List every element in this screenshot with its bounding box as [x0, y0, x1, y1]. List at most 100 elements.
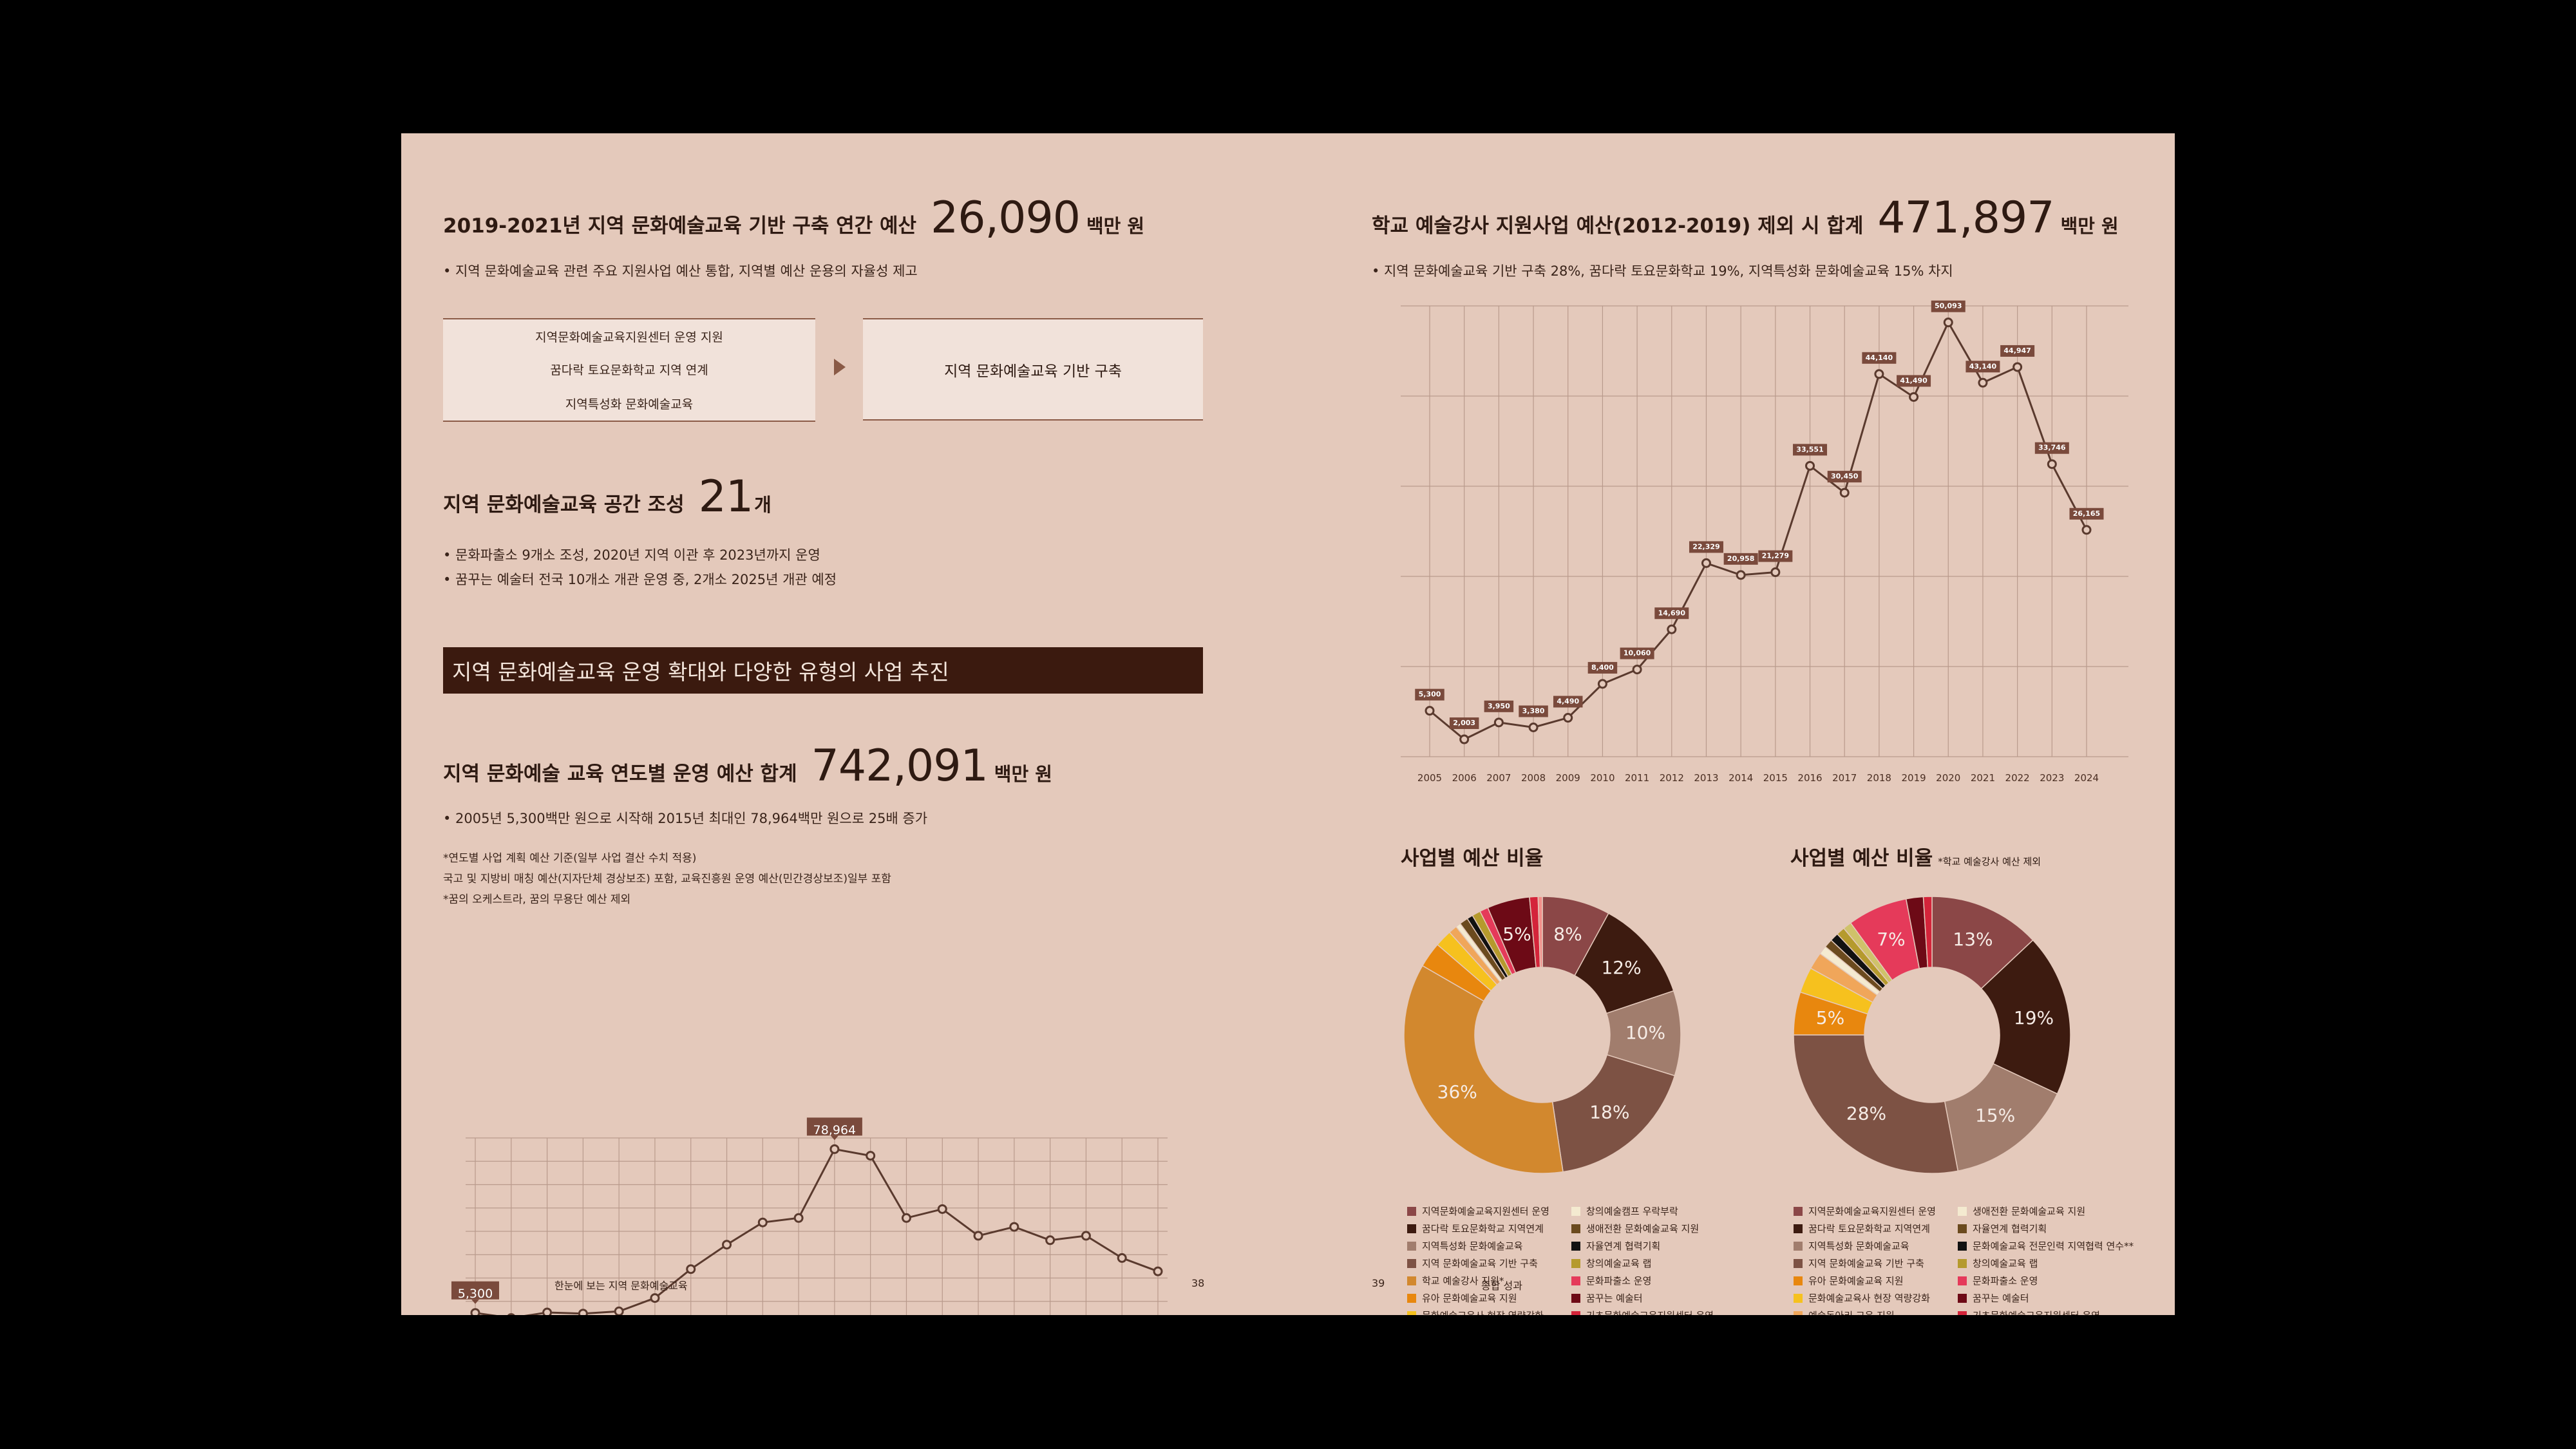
- value-label-box: [1827, 471, 1862, 483]
- legend-label: 문화예술교육사 현장 역량강화: [1422, 1309, 1544, 1315]
- legend-label: 자율연계 협력기획: [1586, 1240, 1661, 1252]
- note-2: 국고 및 지방비 매칭 예산(지자단체 경상보조) 포함, 교육진흥원 운영 예…: [443, 873, 891, 886]
- legend-item: 문화예술교육 전문인력 지역협력 연수**: [1958, 1237, 2134, 1255]
- legend-label: 문화예술교육사 현장 역량강화: [1808, 1293, 1930, 1304]
- data-point: [1943, 317, 1953, 328]
- x-tick-label: 2010: [1590, 772, 1615, 784]
- legend-label: 자율연계 협력기획: [1973, 1223, 2047, 1235]
- value-label: 33,746: [2038, 444, 2066, 452]
- value-label: 30,450: [1831, 472, 1859, 480]
- pie-slice-label: 5%: [1816, 1007, 1844, 1028]
- legend-column: 지역문화예술교육지원센터 운영 꿈다락 토요문화학교 지역연계 지역특성화 문화예술…: [1407, 1202, 1549, 1315]
- value-label: 14,690: [1658, 609, 1686, 617]
- legend-swatch: [1407, 1293, 1416, 1303]
- legend-swatch: [1571, 1258, 1580, 1268]
- legend-swatch: [1958, 1206, 1967, 1216]
- data-point: [937, 1204, 947, 1214]
- data-point: [2081, 525, 2092, 535]
- value-label-box: [1931, 300, 1965, 312]
- legend-swatch: [1958, 1224, 1967, 1233]
- footer-title: 한눈에 보는 지역 문화예술교육: [554, 1280, 688, 1292]
- pie-slice-label: 10%: [1625, 1022, 1665, 1043]
- value-label: 20,958: [1727, 554, 1754, 563]
- legend-column: 창의예술캠프 우락부락 생애전환 문화예술교육 지원 자율연계 협력기획 창의예술교육…: [1571, 1202, 1744, 1315]
- value-label-box: [1484, 700, 1514, 712]
- value-label: 43,140: [1969, 362, 1997, 370]
- data-point: [1081, 1231, 1091, 1241]
- legend-item: 지역특성화 문화예술교육: [1794, 1237, 1936, 1255]
- legend-swatch: [1958, 1293, 1967, 1303]
- left-page: 2019-2021년 지역 문화예술교육 기반 구축 연간 예산 26,090 …: [401, 133, 1291, 1315]
- legend-item: 기초문화예술교육지원센터 운영: [1958, 1307, 2134, 1315]
- value-label-box: [1862, 352, 1897, 364]
- value-label: 22,329: [1692, 542, 1719, 551]
- total-bullet: • 2005년 5,300백만 원으로 시작해 2015년 최대인 78,964…: [443, 811, 928, 826]
- note-3: *꿈의 오케스트라, 꿈의 무용단 예산 제외: [443, 893, 631, 906]
- data-point: [1493, 717, 1504, 728]
- data-point: [2012, 362, 2023, 372]
- data-point: [2047, 459, 2057, 469]
- legend-label: 창의예술캠프 우락부락: [1586, 1206, 1678, 1217]
- data-point: [901, 1213, 911, 1223]
- pie-slice-label: 7%: [1877, 929, 1905, 950]
- flow-item-2: 꿈다락 토요문화학교 지역 연계: [443, 352, 815, 388]
- page-number: 38: [1191, 1277, 1205, 1289]
- legend-label: 꿈꾸는 예술터: [1586, 1293, 1643, 1304]
- legend-swatch: [1958, 1311, 1967, 1315]
- value-label: 44,140: [1866, 354, 1893, 362]
- data-point: [542, 1307, 553, 1315]
- legend-swatch: [1407, 1224, 1416, 1233]
- value-label: 33,551: [1796, 445, 1823, 453]
- pie-slice-label: 12%: [1601, 957, 1641, 978]
- right-page: 학교 예술강사 지원사업 예산(2012-2019) 제외 시 합계 471,8…: [1291, 133, 2175, 1315]
- x-tick-label: 2008: [1521, 772, 1546, 784]
- legend-item: 꿈꾸는 예술터: [1958, 1289, 2134, 1307]
- legend-item: 예술동아리 교육 지원: [1794, 1307, 1936, 1315]
- value-label-box: [1965, 361, 2000, 373]
- x-tick-label: 2013: [1694, 772, 1718, 784]
- value-label-box: [1415, 688, 1444, 701]
- value-label: 3,950: [1488, 702, 1510, 710]
- flow-item-3: 지역특성화 문화예술교육: [443, 386, 815, 422]
- legend-label: 기초문화예술교육지원센터 운영: [1586, 1309, 1714, 1315]
- data-point: [1117, 1253, 1127, 1263]
- note-1: *연도별 사업 계획 예산 기준(일부 사업 결산 수치 적용): [443, 852, 697, 865]
- data-point: [866, 1151, 876, 1161]
- value-label-box: [1620, 647, 1654, 659]
- budget-heading-value: 26,090: [931, 193, 1081, 243]
- pie-slice-label: 13%: [1953, 929, 1993, 950]
- legend-label: 지역문화예술교육지원센터 운영: [1422, 1206, 1549, 1217]
- grid: [466, 1137, 1168, 1315]
- budget-ratio-pie-chart: 8% 12% 10% 18% 36% 5%: [1403, 896, 1681, 1174]
- legend-label: 생애전환 문화예술교육 지원: [1973, 1206, 2086, 1217]
- value-callout-box: [451, 1281, 499, 1300]
- pie-slice: [1403, 965, 1564, 1174]
- x-tick-label: 2018: [1867, 772, 1891, 784]
- data-point: [1874, 369, 1884, 379]
- excl-school-line-chart: 5,300 2005 2,003 2006 3,950 2007 3,380 2008 4,49…: [1401, 300, 2128, 784]
- legend-item: 지역문화예술교육지원센터 운영: [1407, 1202, 1549, 1220]
- legend-label: 문화예술교육 전문인력 지역협력 연수**: [1973, 1240, 2134, 1252]
- x-tick-label: 2016: [1797, 772, 1822, 784]
- data-point: [686, 1264, 696, 1274]
- data-point: [1459, 734, 1470, 744]
- legend-swatch: [1794, 1241, 1803, 1251]
- value-label-box: [1897, 375, 1931, 387]
- space-bullet-2: • 꿈꾸는 예술터 전국 10개소 개관 운영 중, 2개소 2025년 개관 …: [443, 572, 837, 587]
- legend-item: 자율연계 협력기획: [1958, 1220, 2134, 1237]
- pie-slice: [1793, 1034, 1959, 1174]
- space-heading: 지역 문화예술교육 공간 조성 21 개: [443, 471, 772, 522]
- legend-item: 문화예술교육사 현장 역량강화: [1407, 1307, 1549, 1315]
- value-label: 50,093: [1935, 302, 1962, 310]
- pie2-title: 사업별 예산 비율 *학교 예술강사 예산 제외: [1790, 842, 2041, 871]
- legend-label: 예술동아리 교육 지원: [1808, 1309, 1895, 1315]
- series-line: [475, 1148, 1159, 1315]
- x-tick-label: 2019: [1901, 772, 1926, 784]
- legend-column: 지역문화예술교육지원센터 운영 꿈다락 토요문화학교 지역연계 지역특성화 문화예술…: [1794, 1202, 1936, 1315]
- school-heading-unit: 백만 원: [2060, 215, 2119, 237]
- x-tick-label: 2020: [1936, 772, 1960, 784]
- value-label-box: [1793, 444, 1828, 456]
- legend-swatch: [1407, 1258, 1416, 1268]
- data-point: [757, 1217, 768, 1227]
